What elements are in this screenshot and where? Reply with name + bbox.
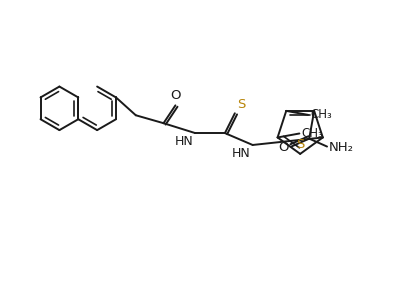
Text: NH₂: NH₂	[329, 141, 354, 154]
Text: HN: HN	[175, 135, 193, 148]
Text: O: O	[278, 141, 288, 154]
Text: O: O	[170, 89, 181, 102]
Text: S: S	[237, 98, 245, 111]
Text: CH₃: CH₃	[310, 108, 332, 121]
Text: S: S	[296, 138, 304, 151]
Text: HN: HN	[232, 147, 250, 160]
Text: CH₃: CH₃	[301, 127, 323, 140]
